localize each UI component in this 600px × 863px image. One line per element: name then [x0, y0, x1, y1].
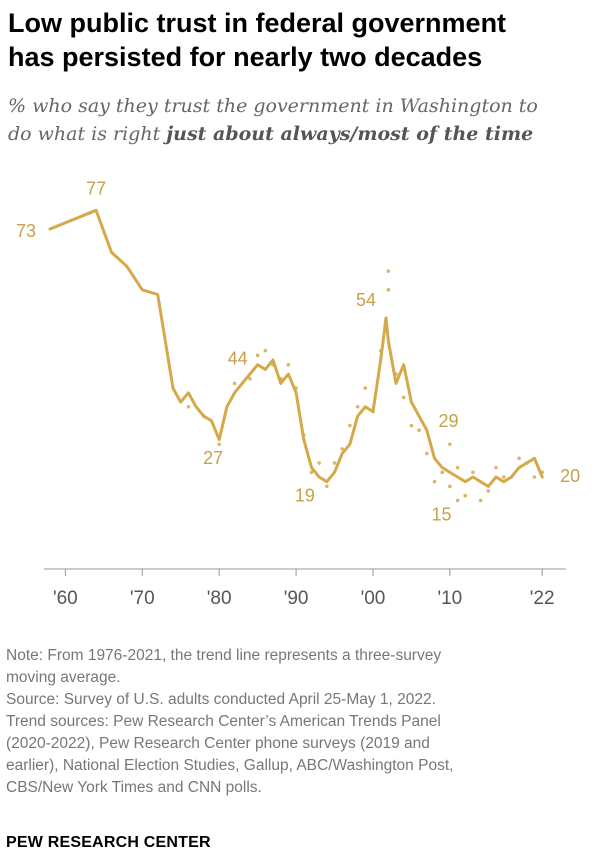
data-label: 29: [438, 411, 458, 431]
survey-dot: [471, 471, 475, 475]
survey-dot: [187, 405, 191, 409]
note-line: CBS/New York Times and CNN polls.: [6, 777, 594, 799]
survey-dot: [387, 269, 391, 273]
survey-dot: [387, 288, 391, 292]
source-footer: PEW RESEARCH CENTER: [6, 834, 211, 852]
data-label: 19: [295, 486, 315, 506]
survey-dot: [417, 428, 421, 432]
survey-dot: [494, 466, 498, 470]
survey-dot: [425, 452, 429, 456]
x-axis: '60 '70 '80 '90 '00 '10 '22: [44, 569, 566, 609]
trust-line-chart: 73 77 44 27 19 54 29 15 20 '60 '70 '80 '90 '00 '10 '22: [0, 0, 600, 630]
data-label: 73: [16, 221, 36, 241]
survey-dot: [463, 494, 467, 498]
data-label: 15: [432, 504, 452, 524]
survey-dot: [348, 424, 352, 428]
survey-dot: [487, 489, 491, 493]
x-tick-label: '90: [284, 588, 309, 609]
survey-dot: [440, 471, 444, 475]
survey-dot: [233, 382, 237, 386]
data-label: 77: [86, 178, 106, 198]
survey-dot: [363, 386, 367, 390]
x-tick-label: '22: [530, 588, 555, 609]
note-line: Source: Survey of U.S. adults conducted …: [6, 689, 594, 711]
survey-dot: [433, 480, 437, 484]
survey-dot: [517, 456, 521, 460]
x-tick-label: '10: [437, 588, 462, 609]
survey-dot: [317, 461, 321, 465]
note-line: Trend sources: Pew Research Center’s Ame…: [6, 711, 594, 733]
survey-dot: [448, 485, 452, 489]
note-line: Note: From 1976-2021, the trend line rep…: [6, 645, 594, 667]
x-tick-label: '80: [207, 588, 232, 609]
x-tick-label: '60: [53, 588, 78, 609]
survey-dot: [356, 405, 360, 409]
data-label: 54: [356, 290, 376, 310]
trend-line: [50, 210, 542, 486]
data-labels: 73 77 44 27 19 54 29 15 20: [16, 178, 580, 524]
data-label: 27: [203, 448, 223, 468]
survey-dot: [533, 475, 537, 479]
chart-note: Note: From 1976-2021, the trend line rep…: [6, 645, 594, 799]
data-label: 20: [560, 466, 580, 486]
x-tick-label: '00: [361, 588, 386, 609]
survey-dot: [333, 461, 337, 465]
survey-dot: [456, 466, 460, 470]
survey-dot: [325, 485, 329, 489]
survey-dot: [264, 349, 268, 353]
x-tick-label: '70: [130, 588, 155, 609]
survey-dot: [402, 396, 406, 400]
survey-dot: [448, 442, 452, 446]
data-label: 44: [228, 349, 248, 369]
series-line: [50, 210, 542, 486]
survey-dot: [287, 363, 291, 367]
note-line: (2020-2022), Pew Research Center phone s…: [6, 733, 594, 755]
survey-dot: [502, 475, 506, 479]
note-line: earlier), National Election Studies, Gal…: [6, 755, 594, 777]
survey-dot: [217, 442, 221, 446]
survey-dot: [410, 424, 414, 428]
survey-dot: [256, 354, 260, 358]
survey-dot: [479, 499, 483, 503]
survey-dot: [456, 499, 460, 503]
note-line: moving average.: [6, 667, 594, 689]
